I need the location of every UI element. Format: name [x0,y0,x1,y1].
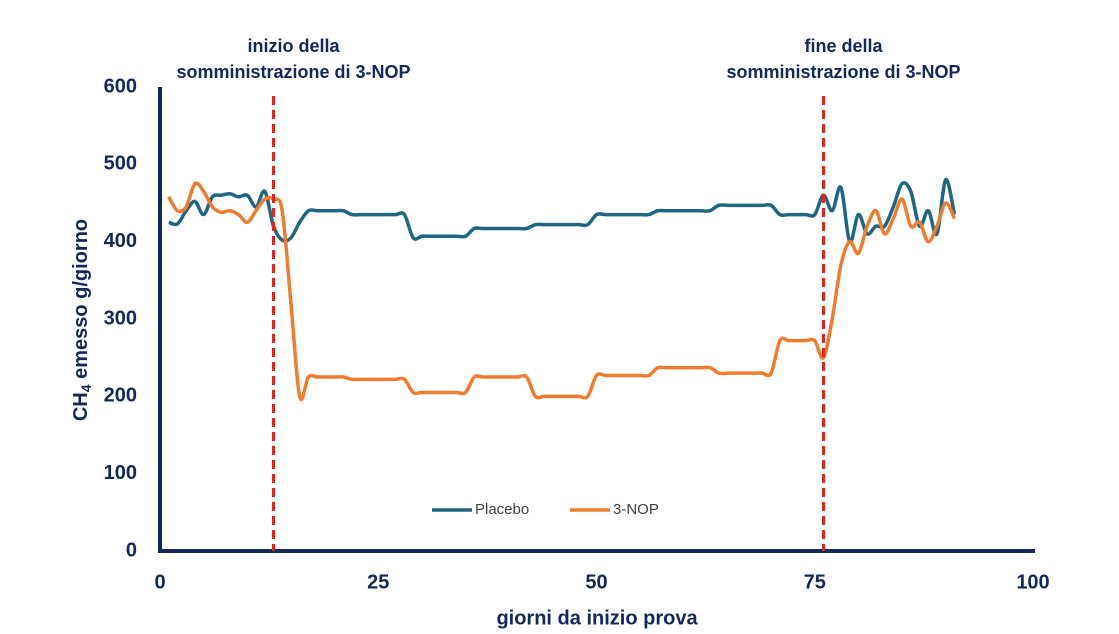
annotation-text: somministrazione di 3-NOP [176,62,410,82]
x-tick-label: 75 [804,571,826,593]
x-tick-label: 0 [154,571,165,593]
x-tick-label: 100 [1016,571,1049,593]
y-label-part: emesso g/giorno [70,219,92,385]
x-tick-label: 25 [367,571,389,593]
legend-label: Placebo [475,501,529,518]
y-tick-label: 300 [104,307,137,329]
y-tick-label: 100 [104,462,137,484]
y-tick-label: 0 [126,539,137,561]
y-label-subscript: 4 [78,384,94,392]
y-tick-label: 600 [104,75,137,97]
y-tick-label: 500 [104,153,137,175]
x-tick-label: 50 [585,571,607,593]
annotation-text: fine della [804,36,883,56]
annotation-text: inizio della [247,36,340,56]
series-line [168,178,957,244]
y-tick-label: 400 [104,230,137,252]
y-tick-label: 200 [104,385,137,407]
legend-label: 3-NOP [613,501,659,518]
y-axis-label: CH4 emesso g/giorno [70,219,93,421]
annotation-text: somministrazione di 3-NOP [726,62,960,82]
series-line [167,181,957,401]
x-axis-label: giorni da inizio prova [496,607,698,629]
y-label-part: CH [70,392,92,421]
